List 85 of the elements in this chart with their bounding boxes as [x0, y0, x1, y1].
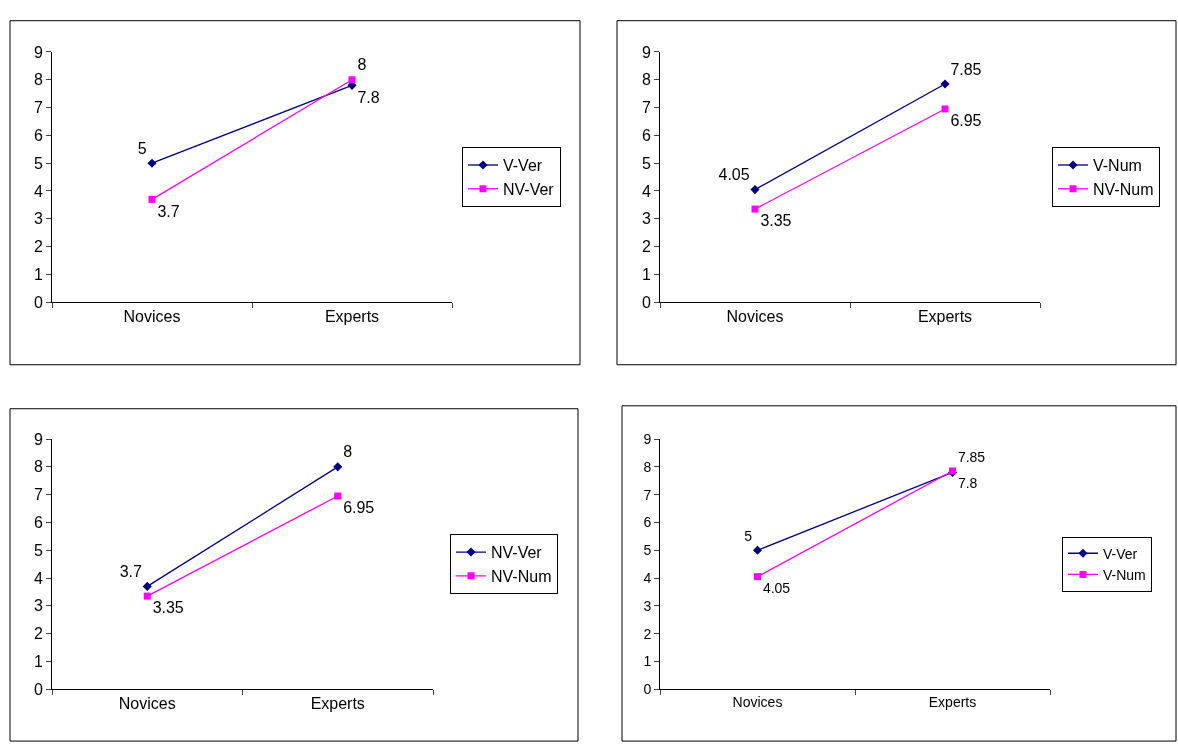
data-label: 7.8	[357, 88, 380, 106]
y-tick-label: 7	[641, 99, 651, 117]
y-tick-label: 6	[641, 126, 651, 144]
y-tick-label: 0	[33, 680, 43, 698]
data-label: 8	[343, 443, 353, 461]
y-tick-label: 3	[33, 210, 43, 228]
data-label: 5	[744, 528, 753, 545]
point	[751, 205, 759, 213]
point	[940, 79, 950, 89]
data-label: 6.95	[343, 499, 375, 517]
y-tick-label: 9	[643, 430, 652, 447]
data-label: 4.05	[762, 579, 791, 596]
y-tick-label: 7	[33, 99, 43, 117]
point	[148, 195, 156, 203]
y-tick-label: 5	[33, 154, 43, 172]
y-tick-label: 5	[643, 542, 652, 559]
y-tick-label: 1	[33, 266, 43, 283]
y-tick-label: 2	[33, 625, 43, 643]
x-tick-label: Experts	[324, 308, 380, 326]
data-label: 7.85	[950, 60, 982, 78]
x-tick-label: Experts	[310, 695, 365, 713]
y-tick-label: 0	[33, 293, 43, 311]
y-tick-label: 5	[641, 154, 651, 172]
point	[754, 573, 761, 581]
legend-label: V-Num	[1103, 566, 1146, 583]
y-tick-label: 2	[641, 238, 651, 256]
data-label: 3.7	[119, 563, 142, 581]
point	[334, 492, 342, 500]
data-label: 7.85	[957, 449, 986, 466]
legend-label: V-Ver	[1103, 545, 1138, 562]
y-tick-label: 4	[33, 182, 43, 200]
y-tick-label: 1	[33, 653, 43, 671]
x-tick-label: Novices	[123, 308, 181, 326]
data-label: 8	[357, 56, 367, 74]
y-tick-label: 8	[643, 458, 652, 475]
legend-label: NV-Num	[491, 568, 552, 586]
y-tick-label: 4	[33, 569, 43, 587]
y-tick-label: 6	[643, 514, 652, 531]
y-tick-label: 4	[643, 569, 652, 586]
x-tick-label: Novices	[118, 695, 176, 713]
y-tick-label: 1	[641, 266, 651, 283]
y-tick-label: 0	[641, 293, 651, 311]
legend-label: NV-Ver	[503, 181, 555, 199]
point	[941, 105, 949, 113]
data-label: 3.35	[152, 599, 184, 617]
data-label: 7.8	[957, 475, 978, 492]
data-label: 5	[137, 139, 147, 157]
point	[752, 545, 763, 555]
x-tick-label: Experts	[917, 308, 973, 326]
y-tick-label: 3	[643, 597, 652, 614]
y-tick-label: 5	[33, 541, 43, 559]
legend-label: NV-Ver	[491, 544, 543, 562]
y-tick-label: 7	[643, 486, 652, 503]
y-tick-label: 8	[33, 71, 43, 89]
y-tick-label: 7	[33, 486, 43, 504]
point	[750, 185, 760, 195]
data-label: 6.95	[950, 112, 982, 130]
point	[143, 592, 151, 600]
y-tick-label: 3	[641, 210, 651, 228]
y-tick-label: 9	[33, 43, 43, 61]
y-tick-label: 4	[641, 182, 651, 200]
y-tick-label: 6	[33, 514, 43, 532]
x-tick-label: Novices	[726, 308, 784, 326]
data-label: 4.05	[718, 166, 750, 184]
y-tick-label: 1	[643, 653, 652, 670]
y-tick-label: 2	[643, 625, 652, 642]
data-label: 3.35	[760, 212, 792, 230]
point	[147, 158, 157, 168]
legend-label: NV-Num	[1093, 181, 1154, 199]
y-tick-label: 0	[643, 681, 652, 698]
point	[348, 76, 356, 84]
y-tick-label: 2	[33, 238, 43, 256]
legend-label: V-Num	[1093, 157, 1142, 175]
y-tick-label: 3	[33, 597, 43, 615]
data-label: 3.7	[157, 202, 180, 220]
y-tick-label: 9	[641, 43, 651, 61]
legend-label: V-Ver	[503, 157, 543, 175]
x-tick-label: Experts	[928, 694, 977, 711]
y-tick-label: 8	[33, 458, 43, 476]
y-tick-label: 6	[33, 126, 43, 144]
point	[333, 462, 343, 472]
x-tick-label: Novices	[732, 694, 783, 711]
y-tick-label: 8	[641, 71, 651, 89]
point	[142, 581, 152, 591]
y-tick-label: 9	[33, 430, 43, 448]
